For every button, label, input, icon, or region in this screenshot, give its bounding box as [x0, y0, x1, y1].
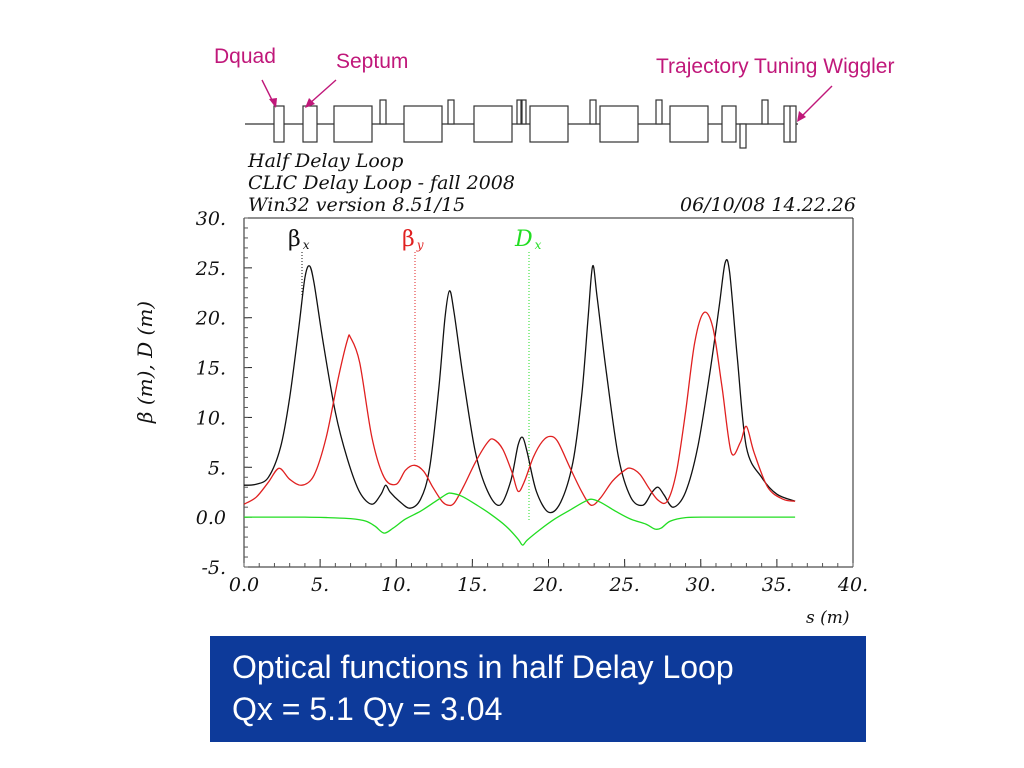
series-line-beta-y — [243, 311, 796, 507]
dquad-arrowhead — [269, 98, 277, 108]
y-tick-label: 0.0 — [196, 507, 226, 529]
x-tick-label: 40. — [837, 574, 868, 596]
x-tick-label: 35. — [762, 574, 792, 596]
quad-3 — [516, 99, 522, 125]
quad-5 — [589, 99, 597, 125]
dquad-label: Dquad — [214, 45, 276, 68]
x-tick-label: 20. — [532, 574, 563, 596]
x-tick-label: 30. — [686, 574, 716, 596]
quad-7 — [739, 123, 747, 149]
dquad-magnet — [273, 105, 285, 143]
x-tick-label: 5. — [311, 574, 329, 596]
quad-8 — [761, 99, 769, 125]
x-axis-label: s (m) — [806, 608, 850, 628]
y-tick-label: -5. — [201, 557, 226, 579]
annotation-arrows — [261, 79, 833, 122]
caption-line2: Qx = 5.1 Qy = 3.04 — [232, 691, 503, 727]
y-tick-label: 10. — [196, 407, 226, 429]
septum-magnet — [302, 105, 318, 143]
y-tick-label: 5. — [208, 457, 226, 479]
y-tick-label: 30. — [196, 208, 226, 230]
wiggler-arrow — [799, 85, 833, 119]
series-group — [243, 258, 796, 546]
y-axis-label: β (m), D (m) — [133, 301, 157, 424]
dipole-1 — [333, 105, 373, 143]
x-tick-label: 25. — [609, 574, 640, 596]
wiggler-label: Trajectory Tuning Wiggler — [656, 55, 895, 78]
y-tick-label: 25. — [195, 258, 226, 280]
x-tick-label: 15. — [457, 574, 487, 596]
caption-box: Optical functions in half Delay Loop Qx … — [210, 636, 866, 742]
quad-2 — [447, 99, 455, 125]
quad-4 — [521, 99, 527, 125]
dipole-3 — [473, 105, 513, 143]
dipole-7 — [721, 105, 737, 143]
quad-6 — [655, 99, 663, 125]
plot-timestamp: 06/10/08 14.22.26 — [680, 194, 856, 216]
x-tick-label: 10. — [381, 574, 411, 596]
wiggler-arrowhead — [797, 111, 806, 122]
septum-arrowhead — [305, 98, 315, 108]
y-tick-label: 20. — [195, 308, 226, 330]
caption-line1: Optical functions in half Delay Loop — [232, 649, 734, 685]
lattice-diagram — [245, 99, 798, 149]
y-tick-labels: -5. 0.0 5. 10. 15. 20. 25. 30. — [195, 208, 226, 579]
plot-header-line3: Win32 version 8.51/15 — [248, 194, 466, 216]
dipole-4 — [529, 105, 569, 143]
optics-plot: 0.0 5. 10. 15. 20. 25. 30. 35. 40. -5.0.05.10.15… — [133, 79, 868, 628]
y-tick-label: 15. — [196, 358, 226, 380]
septum-label: Septum — [336, 50, 409, 73]
dipole-2 — [403, 105, 443, 143]
septum-arrow — [308, 79, 337, 105]
x-tick-label: 0.0 — [229, 574, 259, 596]
series-line-dx — [244, 492, 796, 546]
dipole-5 — [599, 105, 639, 143]
axis-ticks — [243, 217, 854, 568]
plot-header-line1: Half Delay Loop — [248, 150, 404, 172]
dipole-6 — [669, 105, 709, 143]
series-line-beta-x — [243, 258, 796, 514]
plot-header-line2: CLIC Delay Loop - fall 2008 — [248, 172, 515, 194]
x-tick-labels: 0.0 5. 10. 15. 20. 25. 30. 35. 40. — [229, 574, 868, 596]
quad-1 — [379, 99, 387, 125]
